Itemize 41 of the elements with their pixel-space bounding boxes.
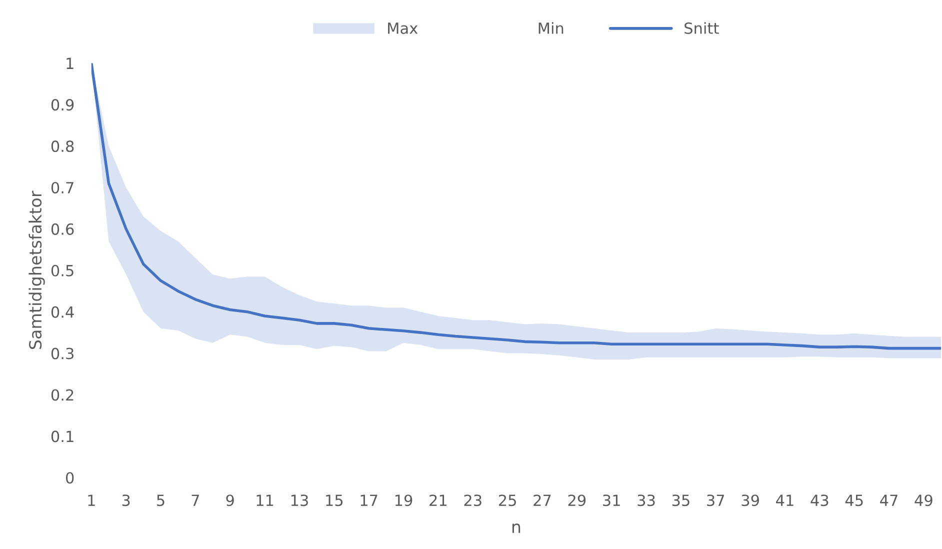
x-tick-label: 31	[603, 494, 620, 506]
x-tick-label: 35	[672, 494, 690, 506]
x-axis-title: n	[512, 524, 520, 533]
x-tick-label: 25	[498, 494, 516, 506]
x-tick-label: 1	[88, 494, 95, 506]
y-tick-label: 0.9	[51, 99, 74, 111]
x-tick-label: 19	[395, 494, 412, 506]
x-tick-label: 27	[534, 494, 551, 506]
x-tick-label: 23	[464, 494, 482, 506]
y-tick-label: 1	[66, 58, 74, 69]
y-tick-label: 0.4	[51, 306, 74, 318]
x-tick-label: 33	[638, 494, 655, 506]
text: Max	[388, 22, 418, 34]
x-tick-label: 41	[776, 494, 794, 506]
text: Min	[538, 22, 564, 34]
y-tick-label: 0.8	[51, 140, 74, 152]
y-tick-label: 0	[66, 472, 74, 484]
x-tick-label: 9	[226, 494, 234, 506]
x-tick-label: 5	[157, 494, 164, 506]
x-tick-label: 29	[568, 494, 586, 506]
y-tick-label: 0.1	[51, 430, 74, 442]
x-tick-label: 3	[122, 494, 130, 506]
y-tick-label: 0.7	[51, 182, 74, 194]
x-tick-label: 15	[326, 494, 343, 506]
y-axis-title: Samtidighetsfaktor	[28, 190, 45, 349]
x-tick-label: 39	[742, 494, 759, 506]
legend-label: Snitt	[684, 22, 719, 34]
y-tick-label: 0.6	[51, 223, 74, 235]
x-tick-label: 43	[810, 494, 828, 506]
x-tick-label: 13	[291, 494, 308, 506]
x-tick-label: 37	[707, 494, 724, 506]
x-tick-label: 47	[880, 494, 898, 506]
x-tick-label: 49	[914, 494, 932, 506]
x-tick-label: 7	[192, 494, 199, 506]
x-tick-label: 45	[845, 494, 863, 506]
x-tick-label: 11	[256, 494, 274, 506]
x-tick-label: 17	[360, 494, 378, 506]
x-tick-label: 21	[430, 494, 446, 506]
y-tick-label: 0.2	[51, 389, 74, 401]
y-tick-label: 0.3	[51, 348, 74, 360]
y-tick-label: 0.5	[51, 264, 74, 276]
